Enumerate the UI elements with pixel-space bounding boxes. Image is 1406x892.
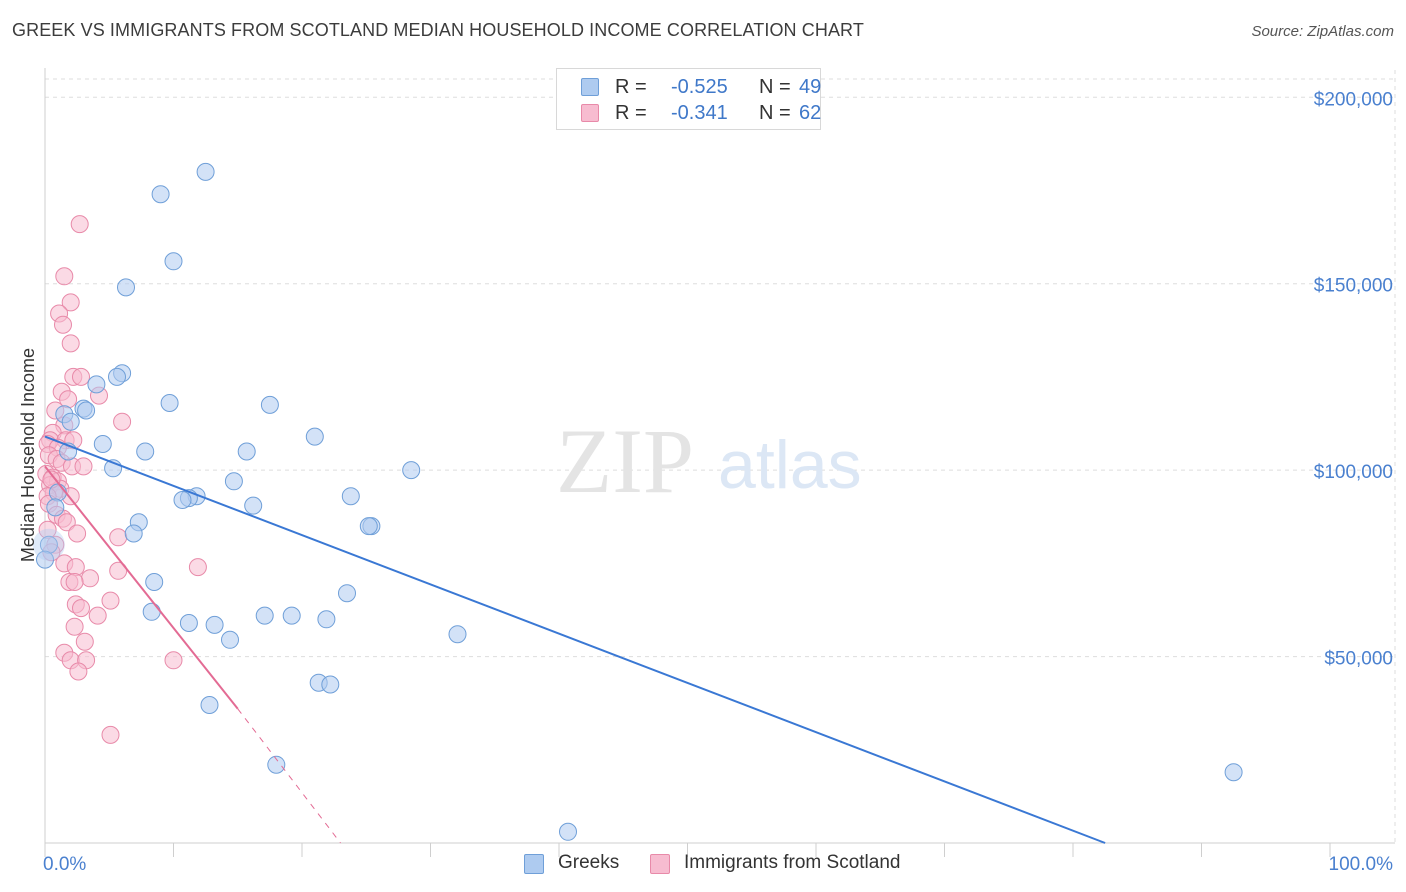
greeks-cluster-point xyxy=(32,528,65,561)
x-tick-label-max: 100.0% xyxy=(1329,854,1394,875)
scotland-point-38 xyxy=(68,524,87,543)
greeks-point-41 xyxy=(205,615,224,634)
bottom-greeks-swatch xyxy=(524,854,544,874)
greeks-point-47 xyxy=(267,755,286,774)
scotland-point-36 xyxy=(57,513,76,532)
bottom-scotland-label: Immigrants from Scotland xyxy=(684,852,901,873)
scotland-r-label: R = xyxy=(615,102,647,124)
scotland-point-59 xyxy=(69,662,88,681)
chart-title: GREEK VS IMMIGRANTS FROM SCOTLAND MEDIAN… xyxy=(12,20,864,40)
greeks-point-33 xyxy=(36,550,54,569)
y-axis-label: Median Household Income xyxy=(18,348,38,562)
greeks-point-30 xyxy=(359,517,378,536)
x-tick-label-min: 0.0% xyxy=(43,854,86,875)
scotland-swatch xyxy=(581,104,599,122)
y-tick-label-0: $50,000 xyxy=(1324,649,1393,670)
scotland-point-2 xyxy=(61,293,80,312)
watermark: ZIP atlas xyxy=(556,410,862,512)
greeks-r-value: -0.525 xyxy=(671,76,728,98)
greeks-point-31 xyxy=(124,524,143,543)
greeks-trend-line xyxy=(44,435,1106,844)
scotland-trend-line xyxy=(44,465,239,710)
trend-lines xyxy=(44,435,1106,844)
scotland-point-0 xyxy=(70,215,89,234)
greeks-point-46 xyxy=(200,696,219,714)
greeks-points xyxy=(32,162,1243,841)
greeks-point-0 xyxy=(196,162,215,181)
greeks-r-label: R = xyxy=(615,76,647,98)
axis-labels: $50,000 $100,000 $150,000 $200,000 0.0% 100.0… xyxy=(18,89,1393,875)
scotland-point-39 xyxy=(109,528,128,547)
greeks-point-19 xyxy=(402,461,421,480)
greeks-point-16 xyxy=(237,442,256,461)
greeks-point-37 xyxy=(255,606,274,625)
greeks-point-13 xyxy=(305,427,324,446)
correlation-legend: R = -0.525 N = 49 R = -0.341 N = 62 xyxy=(556,68,821,130)
scotland-point-24 xyxy=(74,457,93,476)
scotland-point-50 xyxy=(72,599,90,618)
greeks-point-27 xyxy=(46,498,65,517)
watermark-zip: ZIP xyxy=(556,410,694,512)
greeks-point-20 xyxy=(224,472,243,491)
y-tick-label-2: $150,000 xyxy=(1314,276,1393,297)
greeks-point-7 xyxy=(160,394,179,412)
greeks-n-value: 49 xyxy=(799,76,822,98)
source-label: Source: ZipAtlas.com xyxy=(1251,23,1394,40)
scotland-point-52 xyxy=(88,606,107,625)
scotland-point-53 xyxy=(65,617,84,636)
watermark-atlas: atlas xyxy=(718,427,862,503)
greeks-point-10 xyxy=(77,401,96,420)
greeks-point-6 xyxy=(87,375,106,394)
bottom-scotland-swatch xyxy=(650,854,670,874)
greeks-point-35 xyxy=(338,584,356,603)
scotland-point-4 xyxy=(54,315,72,334)
greeks-point-15 xyxy=(136,442,155,461)
greeks-point-5 xyxy=(108,367,126,386)
scotland-point-51 xyxy=(101,591,120,610)
scotland-point-1 xyxy=(55,267,74,286)
greeks-point-48 xyxy=(1224,763,1243,782)
scotland-point-48 xyxy=(65,573,84,591)
greeks-point-8 xyxy=(260,395,279,414)
greeks-point-40 xyxy=(179,614,198,632)
greeks-point-25 xyxy=(173,491,192,509)
scotland-point-58 xyxy=(164,651,183,670)
scotland-point-54 xyxy=(75,632,94,651)
scotland-point-60 xyxy=(101,725,120,744)
y-tick-label-3: $200,000 xyxy=(1314,89,1393,110)
scotland-trend-extension xyxy=(237,708,341,844)
greeks-point-34 xyxy=(145,573,164,591)
greeks-point-43 xyxy=(221,630,239,649)
greeks-point-1 xyxy=(151,185,170,204)
greeks-point-26 xyxy=(244,496,263,515)
greeks-point-14 xyxy=(93,435,112,453)
greeks-point-2 xyxy=(164,252,183,271)
greeks-point-38 xyxy=(282,606,301,625)
scotland-n-value: 62 xyxy=(799,102,822,124)
scotland-n-label: N = xyxy=(759,102,791,124)
greeks-point-36 xyxy=(142,602,161,621)
scotland-point-7 xyxy=(72,367,90,386)
greeks-point-39 xyxy=(317,610,336,629)
greeks-point-45 xyxy=(321,675,340,694)
greeks-point-49 xyxy=(559,822,577,841)
greeks-swatch xyxy=(581,78,599,96)
scotland-point-46 xyxy=(81,569,99,588)
scotland-r-value: -0.341 xyxy=(671,102,728,124)
scotland-point-13 xyxy=(113,412,132,431)
scotland-point-45 xyxy=(188,558,207,577)
y-tick-label-1: $100,000 xyxy=(1314,462,1393,483)
greeks-n-label: N = xyxy=(759,76,791,98)
greeks-point-21 xyxy=(48,483,67,502)
greeks-point-12 xyxy=(61,412,80,431)
greeks-point-22 xyxy=(341,487,360,506)
bottom-greeks-label: Greeks xyxy=(558,852,620,873)
greeks-point-3 xyxy=(117,278,135,297)
scotland-point-44 xyxy=(109,561,128,580)
greeks-point-42 xyxy=(448,625,467,644)
scotland-point-5 xyxy=(61,334,80,353)
